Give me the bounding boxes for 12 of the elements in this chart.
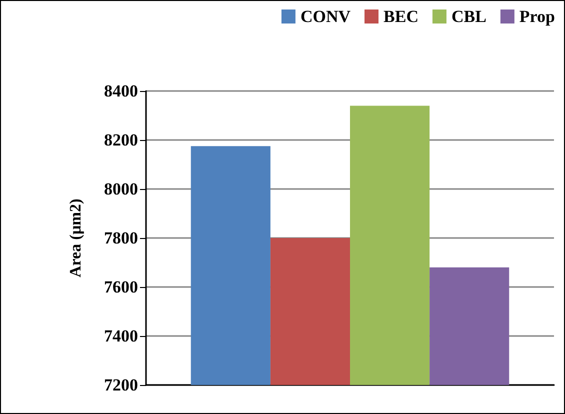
y-tick-label: 8200 [104,130,138,150]
legend-label: CONV [300,7,352,26]
y-tick-label: 7800 [104,228,138,248]
y-tick-label: 7200 [104,376,138,394]
legend-label: BEC [384,7,418,26]
y-tick-label: 8000 [104,180,138,198]
y-tick-label: 8400 [104,82,138,100]
y-tick-label: 7400 [104,326,138,346]
legend-label: CBL [451,7,486,26]
legend-label: Prop [519,7,555,26]
y-tick-label: 7600 [104,278,138,296]
y-axis-title: Area (µm2) [68,198,84,278]
